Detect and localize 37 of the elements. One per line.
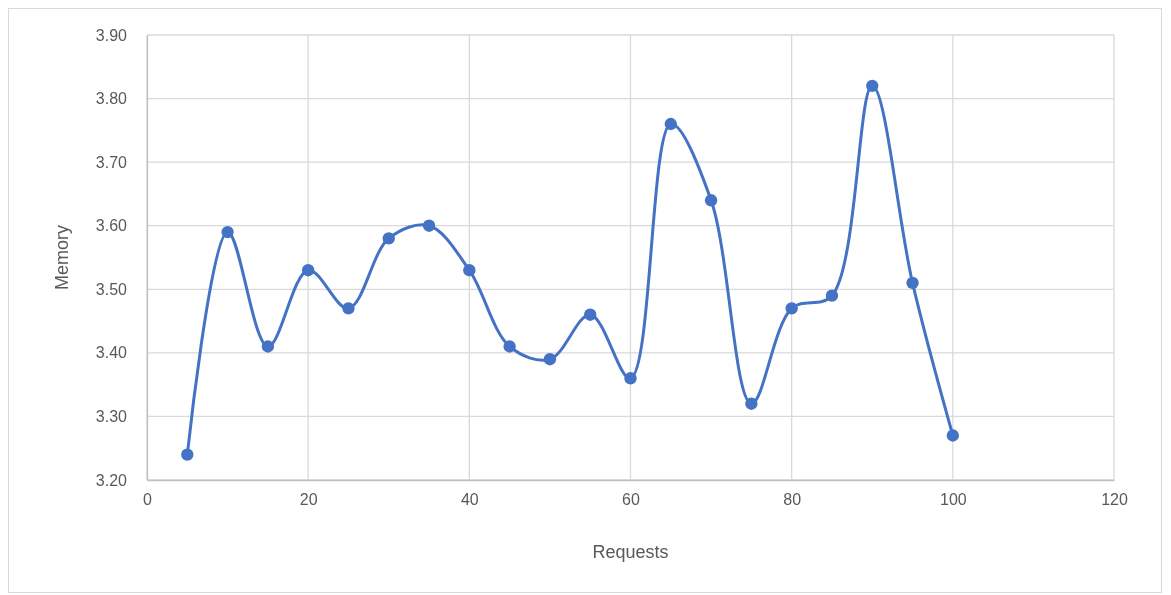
y-tick-label: 3.50 <box>95 280 128 298</box>
x-tick-label: 80 <box>783 491 802 509</box>
point <box>785 302 798 315</box>
y-tick-label: 3.80 <box>95 90 128 108</box>
point <box>584 308 597 321</box>
point <box>866 79 879 93</box>
point <box>221 225 234 239</box>
y-tick-label: 3.30 <box>95 408 128 426</box>
y-tick-label: 3.40 <box>95 344 128 362</box>
point <box>463 264 476 277</box>
point <box>301 264 315 277</box>
x-tick-label: 40 <box>460 491 479 509</box>
point <box>825 289 839 302</box>
point <box>342 302 355 315</box>
point <box>704 194 718 207</box>
y-axis-title: Memory <box>52 224 72 291</box>
y-tick-label: 3.60 <box>95 217 128 235</box>
point <box>181 448 194 461</box>
x-tick-label: 120 <box>1101 491 1128 509</box>
point <box>624 372 637 385</box>
x-tick-label: 100 <box>939 491 967 509</box>
x-axis-title: Requests <box>592 542 669 562</box>
point <box>261 340 275 353</box>
point <box>906 276 919 290</box>
point <box>946 429 960 442</box>
y-tick-label: 3.70 <box>95 153 128 171</box>
point <box>382 232 395 245</box>
point <box>745 397 758 410</box>
point <box>503 340 516 353</box>
point <box>664 117 677 131</box>
point <box>422 219 436 232</box>
y-tick-label: 3.20 <box>95 471 128 489</box>
x-tick-label: 0 <box>143 491 153 509</box>
y-tick-label: 3.90 <box>95 26 128 44</box>
x-tick-label: 60 <box>622 491 640 509</box>
x-tick-label: 20 <box>299 491 318 509</box>
point <box>543 353 557 366</box>
